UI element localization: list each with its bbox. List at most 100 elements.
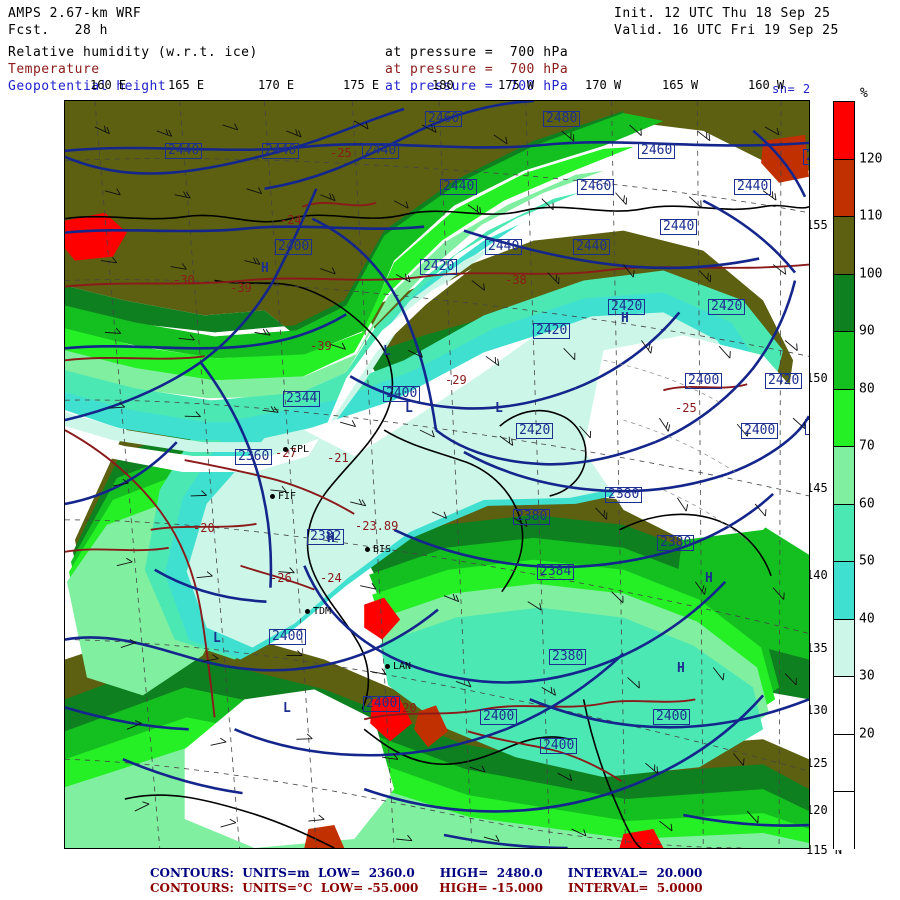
lon-label-170E: 170 E <box>258 78 295 92</box>
temperature-contour-label: -27 <box>275 446 297 460</box>
lon-label-175E: 175 E <box>343 78 380 92</box>
colorbar-units-label: % <box>860 86 868 101</box>
colorbar-tick-20: 20 <box>859 726 875 742</box>
station-label-bis: BIS <box>373 544 392 555</box>
colorbar-band-70-80 <box>834 389 854 448</box>
colorbar-tick-80: 80 <box>859 381 875 397</box>
temperature-contour-label: -30 <box>173 273 195 287</box>
rh-colorbar[interactable] <box>833 101 855 850</box>
temperature-contour-label: -24 <box>280 213 302 227</box>
station-label-lan: LAN <box>393 661 412 672</box>
colorbar-tick-120: 120 <box>859 151 883 167</box>
field-rh-label: Relative humidity (w.r.t. ice) <box>8 45 258 60</box>
forecast-hour: Fcst. 28 h <box>8 23 108 38</box>
station-label-cpl: CPL <box>291 444 310 455</box>
field-hght-label: Geopotential height <box>8 79 167 94</box>
height-contour-label: 2420 <box>420 259 458 275</box>
height-contour-label: 2400 <box>269 629 307 645</box>
valid-time: Valid. 16 UTC Fri 19 Sep 25 <box>614 23 839 38</box>
pressure-center-high-icon: H <box>261 261 269 276</box>
height-contour-label: 2400 <box>383 386 421 402</box>
height-contour-label: 2420 <box>516 423 554 439</box>
colorbar-band-10 <box>834 792 854 850</box>
height-contour-label: 2411 <box>803 149 809 165</box>
colorbar-band-80-90 <box>834 332 854 390</box>
colorbar-band-120 <box>834 102 854 160</box>
colorbar-band-40-50 <box>834 562 854 620</box>
colorbar-tick-40: 40 <box>859 611 875 627</box>
colorbar-band-20-30 <box>834 677 854 735</box>
lon-label-175W: 175 W <box>498 78 535 92</box>
height-contour-label: 2400 <box>685 373 723 389</box>
sh-level-indicator: sh= 2 <box>772 82 811 96</box>
temperature-contour-label: -26 <box>270 571 292 585</box>
pressure-center-high-icon: H <box>621 311 629 326</box>
height-contour-label: 2440 <box>440 179 478 195</box>
temperature-contour-label: -29 <box>445 373 467 387</box>
field-temp-level: at pressure = 700 hPa <box>385 62 569 77</box>
pressure-center-low-icon: L <box>405 401 413 416</box>
weather-map[interactable]: 2460 2480 2440 2440 2440 2460 2411 2440 2460 2440… <box>64 100 810 849</box>
height-contour-label: 2420 <box>765 373 803 389</box>
height-contour-label: 2420 <box>708 299 746 315</box>
lon-label-180: 180 <box>432 78 454 92</box>
colorbar-tick-110: 110 <box>859 208 883 224</box>
pressure-center-high-icon: H <box>705 571 713 586</box>
height-contour-label: 2400 <box>275 239 313 255</box>
pressure-center-low-icon: L <box>283 701 291 716</box>
temp-contour-legend: CONTOURS: UNITS=°C LOW= -55.000 HIGH= -1… <box>150 881 703 895</box>
field-rh-level: at pressure = 700 hPa <box>385 45 569 60</box>
height-contour-label: 2380 <box>657 535 695 551</box>
height-contour-label: 2440 <box>573 239 611 255</box>
pressure-center-low-icon: L <box>383 344 391 359</box>
map-annotation-layer: 2460 2480 2440 2440 2440 2460 2411 2440 2460 2440… <box>65 101 809 848</box>
height-contour-label: 2440 <box>734 179 772 195</box>
temperature-contour-label: -38 <box>505 273 527 287</box>
height-contour-label: 2360 <box>235 449 273 465</box>
model-title: AMPS 2.67-km WRF <box>8 6 142 21</box>
height-contour-label: 2440 <box>485 239 523 255</box>
height-contour-label: 2380 <box>549 649 587 665</box>
station-marker-icon <box>270 494 275 499</box>
colorbar-tick-60: 60 <box>859 496 875 512</box>
height-contour-label: 2380 <box>605 487 643 503</box>
height-contour-label: 2480 <box>543 111 581 127</box>
height-contour-label: 2420 <box>608 299 646 315</box>
station-marker-icon <box>283 447 288 452</box>
colorbar-band-30-40 <box>834 619 854 678</box>
height-contour-label: 2400 <box>653 709 691 725</box>
colorbar-band-60-70 <box>834 447 854 505</box>
colorbar-tick-90: 90 <box>859 323 875 339</box>
temperature-contour-label: -23.89 <box>355 519 399 533</box>
temperature-contour-label: -39 <box>310 339 332 353</box>
temperature-contour-label: -39 <box>230 281 252 295</box>
map-canvas <box>65 101 809 848</box>
height-contour-label: 2400 <box>540 738 578 754</box>
colorbar-band-100-110 <box>834 217 854 275</box>
lon-label-165E: 165 E <box>168 78 205 92</box>
pressure-center-low-icon: L <box>213 631 221 646</box>
height-contour-label: 2384 <box>537 564 575 580</box>
field-temp-label: Temperature <box>8 62 100 77</box>
station-label-fif: FIF <box>278 491 297 502</box>
pressure-center-high-icon: H <box>677 661 685 676</box>
height-contour-label: 2400 <box>741 423 779 439</box>
temperature-contour-label: -20 <box>395 701 417 715</box>
height-contour-legend: CONTOURS: UNITS=m LOW= 2360.0 HIGH= 2480… <box>150 866 703 880</box>
height-contour-label: 2420 <box>533 323 571 339</box>
height-contour-label: 2460 <box>425 111 463 127</box>
station-marker-icon <box>385 664 390 669</box>
colorbar-tick-70: 70 <box>859 438 875 454</box>
station-label-tdm: TDM <box>313 606 332 617</box>
height-contour-label: 2382 <box>307 529 345 545</box>
lon-label-165W: 165 W <box>662 78 699 92</box>
pressure-center-high-icon: H <box>327 531 335 546</box>
colorbar-tick-50: 50 <box>859 553 875 569</box>
height-contour-label: 2440 <box>262 143 300 159</box>
height-contour-label: 2380 <box>513 509 551 525</box>
colorbar-tick-30: 30 <box>859 668 875 684</box>
height-contour-label: 2400 <box>363 696 401 712</box>
lon-label-160E: 160 E <box>90 78 127 92</box>
lon-label-170W: 170 W <box>585 78 622 92</box>
colorbar-tick-100: 100 <box>859 266 883 282</box>
